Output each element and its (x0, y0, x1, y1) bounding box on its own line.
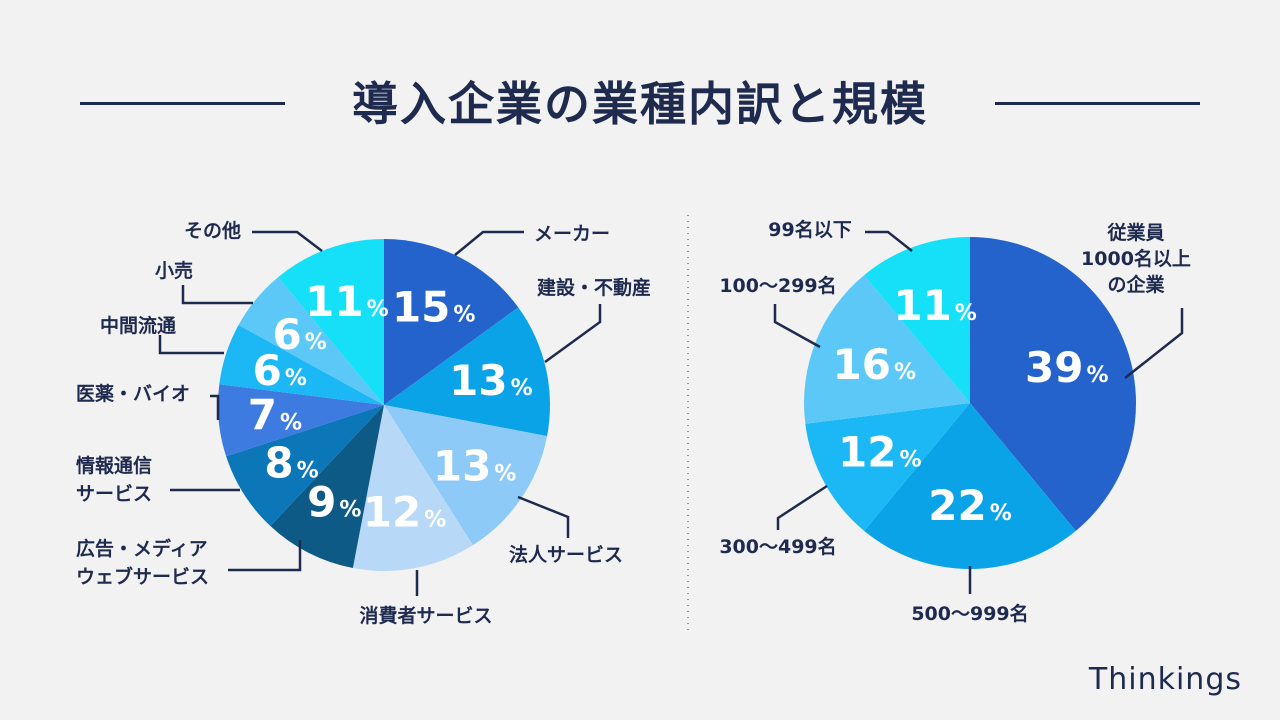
slice-value-label: 13% (449, 356, 533, 405)
slice-value-label: 12% (363, 488, 447, 537)
slice-value-label: 16% (833, 340, 917, 389)
pie-slice (384, 405, 548, 546)
title-area: 導入企業の業種内訳と規模 (0, 62, 1280, 142)
slice-category-label: 情報通信サービス (76, 454, 152, 505)
title-rule-right (995, 102, 1200, 105)
leader-line (181, 285, 253, 305)
slice-value-label: 6% (272, 310, 326, 359)
pie-chart-1: 15 % メーカー 13 % 建設・不動産 13 % 法人サービス 12 % 消費者サービス 9 % 広告・… (76, 219, 651, 627)
pie-slice (804, 275, 970, 424)
pie-slice (270, 405, 384, 569)
pie-slice (805, 403, 970, 531)
leader-line (158, 335, 224, 355)
slice-value-label: 39% (1025, 343, 1109, 392)
leader-line (544, 304, 602, 364)
slice-value-label: 13% (433, 442, 516, 491)
slice-value-label: 7% (248, 390, 302, 439)
leader-line (252, 230, 323, 252)
pie-slice (278, 238, 384, 405)
slice-category-label: 法人サービス (509, 543, 623, 566)
slice-value-label: 6% (253, 346, 307, 395)
leader-line (517, 495, 570, 538)
slice-value-label: 9% (307, 478, 361, 527)
slice-value-label: 11% (305, 277, 389, 326)
slice-value-label: 8% (264, 439, 318, 488)
leader-line (776, 484, 828, 530)
slice-value-label: 11% (893, 281, 977, 330)
pie-slice (864, 403, 1076, 570)
slice-category-label: その他 (184, 219, 241, 242)
slice-category-label: 100〜299名 (719, 274, 836, 297)
slice-value-label: 12% (838, 428, 922, 477)
page-title: 導入企業の業種内訳と規模 (352, 77, 928, 131)
title-rule-left (80, 102, 285, 105)
pie-chart-2: 39 % 従業員 1000名以上の企業 22 % 500〜999名 12 % 300〜499名 16… (719, 218, 1191, 625)
slice-category-label: 建設・不動産 (537, 276, 651, 299)
slice-category-label: 300〜499名 (719, 535, 836, 558)
leader-line (228, 540, 302, 572)
pie-slice (217, 384, 384, 457)
leader-line (865, 230, 913, 252)
slice-category-label: 消費者サービス (359, 604, 492, 627)
pie-slice (384, 239, 519, 405)
slice-category-label: 従業員 1000名以上の企業 (1081, 221, 1191, 296)
slice-category-label: 小売 (155, 259, 193, 282)
leader-line (1124, 308, 1184, 379)
leader-line (210, 394, 220, 420)
slice-category-label: 中間流通 (100, 314, 177, 337)
slice-category-label: 医薬・バイオ (76, 382, 190, 405)
pie-slice (226, 405, 384, 527)
pie-slice (238, 277, 384, 405)
pie-slice (864, 237, 970, 403)
pie-slice (970, 237, 1137, 531)
leader-line (773, 304, 821, 349)
brand-logo: Thinkings (1088, 662, 1242, 697)
slice-category-label: メーカー (534, 223, 610, 245)
pie-slice (384, 307, 551, 437)
pie-slice (219, 325, 384, 405)
slice-category-label: 99名以下 (768, 218, 851, 241)
leader-line (454, 230, 524, 256)
slice-value-label: 15% (392, 282, 476, 331)
slice-category-label: 500〜999名 (911, 602, 1028, 625)
slice-category-label: 広告・メディアウェブサービス (76, 537, 209, 588)
pie-slice (352, 405, 473, 572)
slice-value-label: 22% (928, 481, 1012, 530)
